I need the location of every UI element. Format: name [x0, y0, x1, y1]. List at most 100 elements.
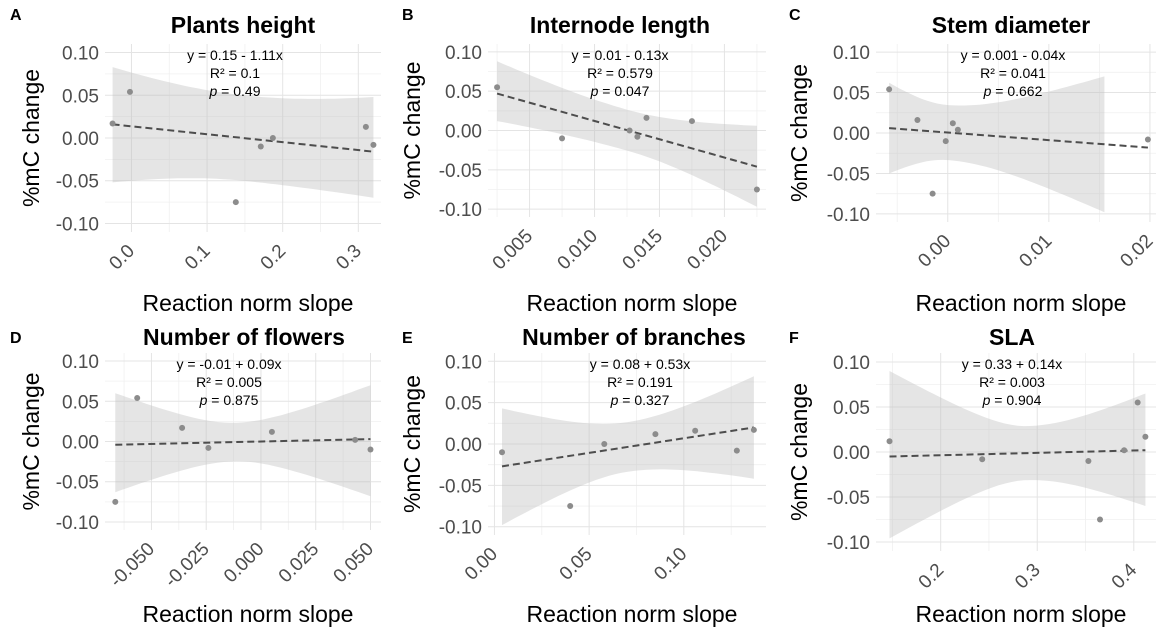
- x-tick-label: 0.02: [1116, 231, 1157, 272]
- p-value: p = 0.662: [983, 83, 1043, 99]
- panel-letter: E: [402, 330, 413, 347]
- y-tick-label: -0.05: [827, 488, 870, 509]
- y-tick-label: -0.05: [827, 164, 870, 185]
- y-axis-label: %mC change: [18, 69, 44, 207]
- x-tick-label: 0.1: [181, 241, 215, 275]
- x-axis-label: Reaction norm slope: [527, 601, 738, 627]
- data-point: [886, 438, 893, 445]
- y-tick-label: 0.10: [833, 43, 870, 64]
- y-tick-label: 0.10: [62, 352, 99, 373]
- data-point: [949, 120, 956, 127]
- r-squared: R² = 0.005: [196, 374, 262, 390]
- data-point: [688, 118, 695, 125]
- y-axis-label: %mC change: [786, 383, 812, 521]
- y-axis-label: %mC change: [399, 375, 425, 513]
- p-symbol: p: [209, 83, 218, 99]
- panel-d: -0.10-0.050.000.050.10-0.050 -0.025 0.000 0…: [10, 324, 381, 627]
- x-tick-label: 0.10: [650, 544, 691, 585]
- panel-e: -0.10 -0.05 0.00 0.05 0.10 0.00 0.05 0.10 Number…: [399, 324, 766, 627]
- x-tick-label: 0.2: [257, 241, 291, 275]
- data-point: [269, 135, 276, 141]
- p-number: = 0.875: [207, 392, 258, 408]
- p-number: = 0.662: [991, 83, 1042, 99]
- panel-title: Stem diameter: [932, 12, 1091, 38]
- data-point: [257, 143, 264, 150]
- p-value: p = 0.49: [209, 83, 261, 99]
- x-tick-label: 0.3: [1011, 560, 1045, 594]
- y-tick-label: 0.00: [833, 443, 870, 464]
- x-axis-label: Reaction norm slope: [916, 601, 1127, 627]
- data-point: [979, 456, 986, 463]
- y-tick-label: -0.05: [439, 476, 482, 497]
- data-point: [733, 447, 740, 454]
- regression-line: [115, 438, 371, 446]
- p-number: = 0.904: [990, 392, 1041, 408]
- confidence-band: [502, 376, 754, 526]
- y-tick-label: 0.05: [445, 82, 482, 103]
- data-point: [643, 114, 650, 121]
- x-tick-label: 0.000: [220, 539, 268, 587]
- panel-title: Number of flowers: [143, 324, 345, 350]
- x-tick-label: 0.015: [619, 226, 667, 274]
- y-tick-label: 0.10: [445, 352, 482, 373]
- y-tick-label: 0.00: [62, 433, 99, 454]
- data-point: [367, 446, 374, 453]
- p-symbol: p: [982, 392, 991, 408]
- y-tick-label: 0.00: [833, 124, 870, 145]
- data-point: [1144, 136, 1151, 143]
- p-number: = 0.327: [618, 392, 669, 408]
- data-point: [750, 426, 757, 433]
- panel-title: Number of branches: [522, 324, 746, 350]
- panel-title: Internode length: [530, 12, 710, 38]
- data-point: [1142, 433, 1149, 440]
- y-tick-label: 0.00: [445, 435, 482, 456]
- data-point: [112, 498, 119, 505]
- y-tick-label: 0.05: [833, 398, 870, 419]
- y-tick-label: 0.00: [62, 129, 99, 150]
- x-tick-label: 0.05: [556, 544, 597, 585]
- confidence-band: [497, 61, 757, 207]
- data-point: [352, 436, 359, 443]
- data-point: [499, 449, 506, 456]
- r-squared: R² = 0.1: [210, 65, 260, 81]
- regression-equation: y = 0.001 - 0.04x: [961, 47, 1066, 63]
- x-tick-label: 0.00: [914, 231, 955, 272]
- regression-equation: y = 0.15 - 1.11x: [187, 47, 283, 63]
- panel-f: -0.10 -0.05 0.00 0.05 0.10 0.2 0.3 0.4 SLA F React…: [786, 324, 1156, 627]
- p-number: = 0.49: [217, 83, 260, 99]
- data-point: [692, 427, 699, 434]
- data-point: [268, 428, 275, 435]
- panel-letter: D: [10, 330, 22, 347]
- y-tick-label: 0.00: [445, 122, 482, 143]
- data-point: [634, 133, 641, 140]
- y-tick-label: -0.10: [827, 205, 870, 226]
- x-axis-label: Reaction norm slope: [527, 290, 738, 316]
- regression-line: [889, 449, 1146, 458]
- data-point: [652, 431, 659, 438]
- y-tick-label: -0.10: [827, 533, 870, 554]
- x-tick-label: 0.010: [554, 226, 602, 274]
- x-tick-label: 0.050: [330, 539, 378, 587]
- r-squared: R² = 0.041: [980, 65, 1046, 81]
- data-point: [232, 199, 239, 206]
- panel-letter: B: [402, 7, 414, 24]
- x-tick-label: 0.020: [683, 226, 731, 274]
- panel-a: -0.10 -0.05 0.00 0.05 0.10 0.0 0.1 0.2 0.3 Plants…: [10, 7, 381, 316]
- regression-equation: y = -0.01 + 0.09x: [176, 356, 281, 372]
- confidence-band: [115, 385, 371, 497]
- p-value: p = 0.047: [590, 83, 650, 99]
- confidence-band: [889, 371, 1146, 539]
- p-symbol: p: [199, 392, 208, 408]
- panel-title: Plants height: [171, 12, 316, 38]
- y-tick-label: -0.05: [439, 161, 482, 182]
- y-tick-label: 0.05: [62, 86, 99, 107]
- x-tick-label: 0.01: [1015, 231, 1056, 272]
- data-point: [567, 503, 574, 510]
- data-point: [1134, 399, 1141, 406]
- x-tick-label: -0.050: [106, 539, 159, 592]
- data-point: [109, 120, 116, 127]
- y-tick-label: -0.05: [56, 473, 99, 494]
- panel-letter: C: [789, 7, 801, 24]
- r-squared: R² = 0.579: [587, 65, 653, 81]
- data-point: [126, 88, 133, 95]
